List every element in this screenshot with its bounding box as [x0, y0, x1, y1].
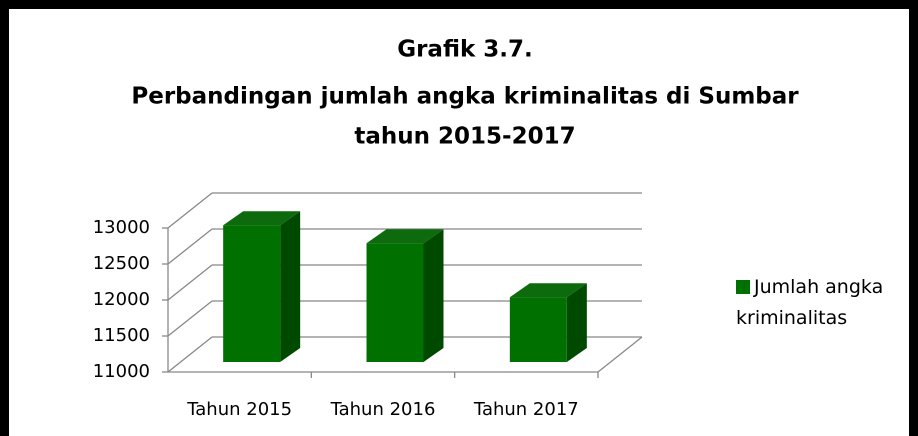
- x-tick-label: Tahun 2017: [473, 399, 579, 420]
- x-tick-label: Tahun 2015: [186, 399, 292, 420]
- chart-title: Grafik 3.7.: [397, 37, 533, 63]
- bar: [366, 243, 424, 362]
- legend-swatch: [736, 280, 750, 294]
- bar-side: [566, 283, 587, 362]
- grid-line: [167, 192, 213, 229]
- y-tick-label: 11500: [93, 325, 150, 346]
- y-tick-label: 13000: [93, 217, 150, 238]
- bar: [509, 297, 567, 362]
- floor-edge: [597, 336, 643, 373]
- chart-title: Perbandingan jumlah angka kriminalitas d…: [131, 84, 799, 110]
- bar-side: [423, 229, 444, 362]
- bar-side: [280, 211, 301, 362]
- bar: [223, 225, 281, 362]
- grid-line: [167, 336, 213, 373]
- y-tick-label: 11000: [93, 361, 150, 382]
- bar-top: [223, 211, 301, 226]
- chart-panel: [9, 9, 909, 436]
- grid-line: [167, 264, 213, 301]
- grid-line: [167, 228, 213, 265]
- legend-label: Jumlah angka kriminalitas: [736, 276, 884, 329]
- grid-line: [167, 300, 213, 337]
- legend: Jumlah angka kriminalitas: [736, 272, 886, 334]
- y-tick-label: 12500: [93, 253, 150, 274]
- y-tick-label: 12000: [93, 289, 150, 310]
- x-tick-label: Tahun 2016: [330, 399, 436, 420]
- bar-top: [366, 229, 444, 244]
- bar-top: [509, 283, 587, 298]
- chart-title: tahun 2015-2017: [354, 124, 575, 150]
